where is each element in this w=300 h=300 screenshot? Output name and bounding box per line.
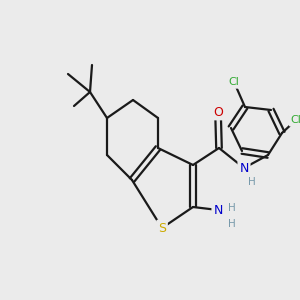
Text: Cl: Cl bbox=[229, 77, 239, 87]
Text: O: O bbox=[213, 106, 223, 118]
Text: H: H bbox=[228, 203, 236, 213]
Text: S: S bbox=[158, 221, 166, 235]
Text: H: H bbox=[228, 219, 236, 229]
Text: N: N bbox=[239, 161, 249, 175]
Text: H: H bbox=[248, 177, 256, 187]
Text: Cl: Cl bbox=[291, 115, 300, 125]
Text: N: N bbox=[213, 203, 223, 217]
